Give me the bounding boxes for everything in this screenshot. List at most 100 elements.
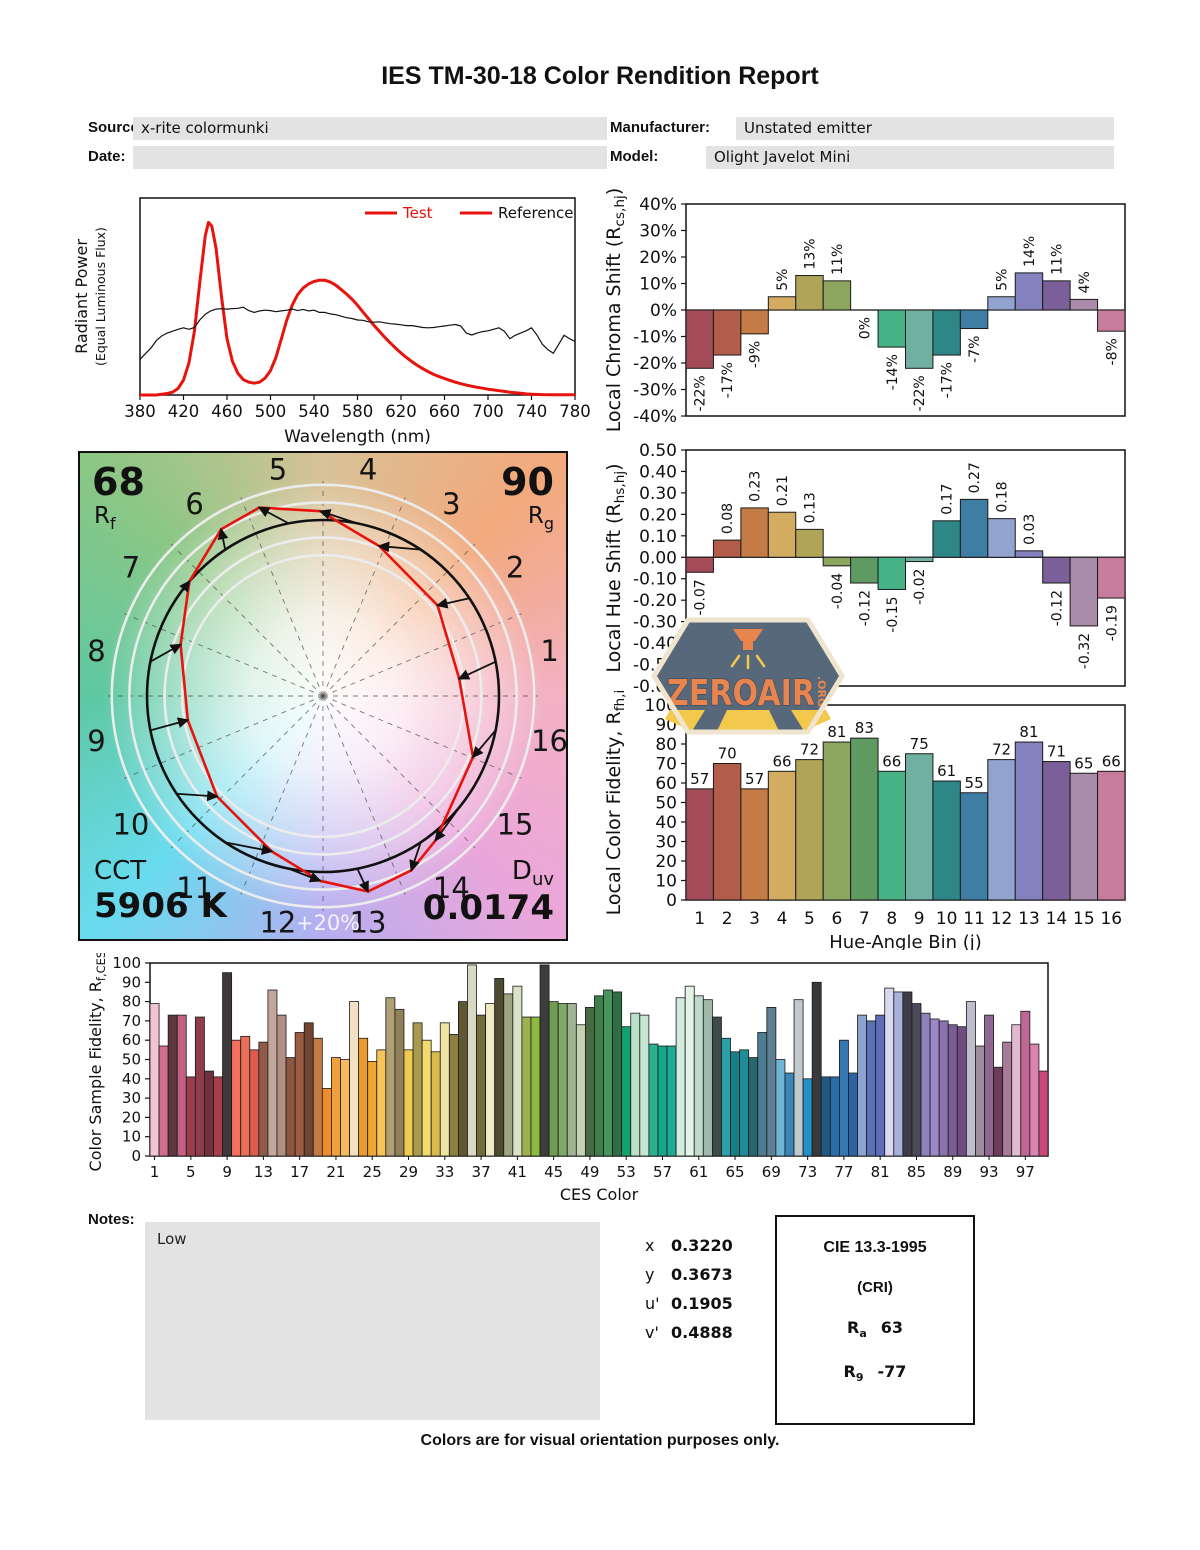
- y-tick-label: 30: [655, 833, 677, 853]
- bar-ces-75: [820, 1076, 831, 1157]
- cvg-shift-arrow: [175, 579, 191, 599]
- cvg-shift-arrow: [257, 506, 290, 525]
- y-tick-label: 100: [112, 954, 141, 972]
- x-tick-label: 69: [762, 1163, 781, 1181]
- local-color-fidelity-chart: 0 10 20 30 40 50 60 70 80 90 100 57 70 57 66 72 81 83 66 75…: [600, 688, 1145, 953]
- bar-value-label: 5%: [775, 269, 791, 291]
- cvg-reference-circle: [145, 518, 501, 874]
- bar-bin-11: [959, 309, 989, 330]
- x-tick-label: 740: [516, 402, 548, 421]
- bar-value-label: 81: [1019, 723, 1038, 741]
- source-value: x-rite colormunki: [141, 119, 269, 137]
- bar-value-label: -0.12: [857, 590, 873, 626]
- bar-ces-78: [848, 1072, 858, 1157]
- model-value: Olight Javelot Mini: [714, 148, 851, 166]
- y-axis-subtitle: (Equal Luminous Flux): [93, 227, 108, 366]
- rf-value: 68: [92, 460, 145, 504]
- x-tick-label: 33: [435, 1163, 454, 1181]
- x-axis-title: CES Color: [560, 1185, 639, 1204]
- page-title: IES TM-30-18 Color Rendition Report: [381, 62, 819, 90]
- x-tick-label: 29: [399, 1163, 418, 1181]
- y-tick-label: 20: [655, 852, 677, 872]
- cvg-bin-label: 9: [87, 724, 105, 758]
- bar-bin-8: [877, 770, 906, 901]
- y-tick-label: 90: [122, 973, 141, 991]
- rg-value: 90: [501, 460, 554, 504]
- x-tick-label: 85: [907, 1163, 926, 1181]
- x-tick-label: 580: [342, 402, 374, 421]
- bar-ces-14: [267, 989, 278, 1157]
- bar-value-label: 66: [882, 752, 901, 770]
- bar-ces-36: [467, 964, 477, 1157]
- bar-bin-5: [795, 275, 824, 311]
- y-tick-label: 70: [122, 1012, 141, 1030]
- x-axis-title: Hue-Angle Bin (j): [829, 932, 982, 950]
- cvg-shift-arrow: [176, 790, 219, 802]
- bar-ces-29: [403, 1049, 414, 1157]
- bar-value-label: 0.17: [940, 484, 956, 515]
- x-tick-label: 12: [991, 909, 1013, 929]
- bar-bin-3: [740, 788, 769, 901]
- bar-bin-13: [1014, 272, 1044, 311]
- bar-ces-73: [802, 1078, 813, 1157]
- bar-value-label: -7%: [967, 336, 983, 363]
- cvg-shift-arrow: [377, 541, 421, 553]
- chromaticity-y: y 0.3673: [645, 1265, 733, 1284]
- bar-ces-47: [566, 1003, 577, 1157]
- bar-bin-6: [822, 741, 852, 901]
- cvg-shift-arrow: [225, 841, 274, 855]
- cri-title: CIE 13.3-1995: [823, 1239, 927, 1256]
- cvg-shift-arrow: [435, 597, 470, 609]
- bar-ces-3: [167, 1014, 178, 1157]
- bar-ces-93: [984, 1014, 994, 1157]
- bar-value-label: 14%: [1022, 236, 1038, 267]
- cri-subtitle: (CRI): [857, 1279, 893, 1296]
- bar-ces-4: [176, 1014, 187, 1157]
- bar-ces-10: [231, 1039, 242, 1157]
- y-tick-label: 80: [122, 993, 141, 1011]
- bar-bin-13: [1014, 550, 1044, 558]
- y-tick-label: -10%: [633, 328, 677, 348]
- x-tick-label: 89: [943, 1163, 962, 1181]
- footer-disclaimer: Colors are for visual orientation purpos…: [420, 1432, 780, 1449]
- notes-label: Notes:: [88, 1211, 135, 1228]
- x-tick-label: 4: [777, 909, 788, 929]
- bar-ces-97: [1020, 1010, 1031, 1157]
- bar-ces-87: [929, 1018, 940, 1157]
- bar-value-label: 0.27: [967, 462, 983, 493]
- x-tick-label: 700: [472, 402, 504, 421]
- cvg-spoke: [322, 695, 407, 897]
- bar-ces-21: [331, 1057, 341, 1157]
- bar-value-label: 13%: [802, 238, 818, 269]
- bar-ces-35: [458, 1001, 468, 1157]
- y-tick-label: 70: [655, 755, 677, 775]
- bar-bin-12: [987, 518, 1016, 558]
- bar-ces-8: [213, 1076, 223, 1157]
- bar-value-label: 57: [745, 770, 764, 788]
- y-tick-label: 0.40: [639, 462, 677, 482]
- bar-ces-31: [421, 1039, 432, 1157]
- bar-ces-5: [185, 1076, 196, 1157]
- bar-ces-44: [539, 964, 550, 1157]
- bar-ces-84: [902, 991, 913, 1157]
- bar-ces-64: [721, 1037, 731, 1157]
- series-reference: [139, 306, 576, 360]
- bar-value-label: -0.32: [1077, 633, 1093, 669]
- bar-ces-6: [194, 1016, 205, 1157]
- bar-ces-52: [612, 991, 623, 1157]
- y-tick-label: 50: [122, 1051, 141, 1069]
- cvg-shift-arrow: [217, 527, 229, 550]
- y-tick-label: 40%: [639, 195, 677, 215]
- bar-bin-15: [1069, 772, 1099, 901]
- y-tick-label: 30: [122, 1089, 141, 1107]
- chromaticity-v: v' 0.4888: [645, 1323, 733, 1342]
- cvg-bin-label: 8: [87, 634, 105, 668]
- bar-ces-17: [294, 1032, 305, 1157]
- x-tick-label: 5: [186, 1163, 196, 1181]
- bar-value-label: -8%: [1104, 338, 1120, 365]
- cvg-shift-arrow: [434, 793, 471, 842]
- bar-ces-48: [575, 1024, 586, 1157]
- cvg-bin-label: 1: [540, 634, 558, 668]
- bar-bin-3: [740, 309, 769, 335]
